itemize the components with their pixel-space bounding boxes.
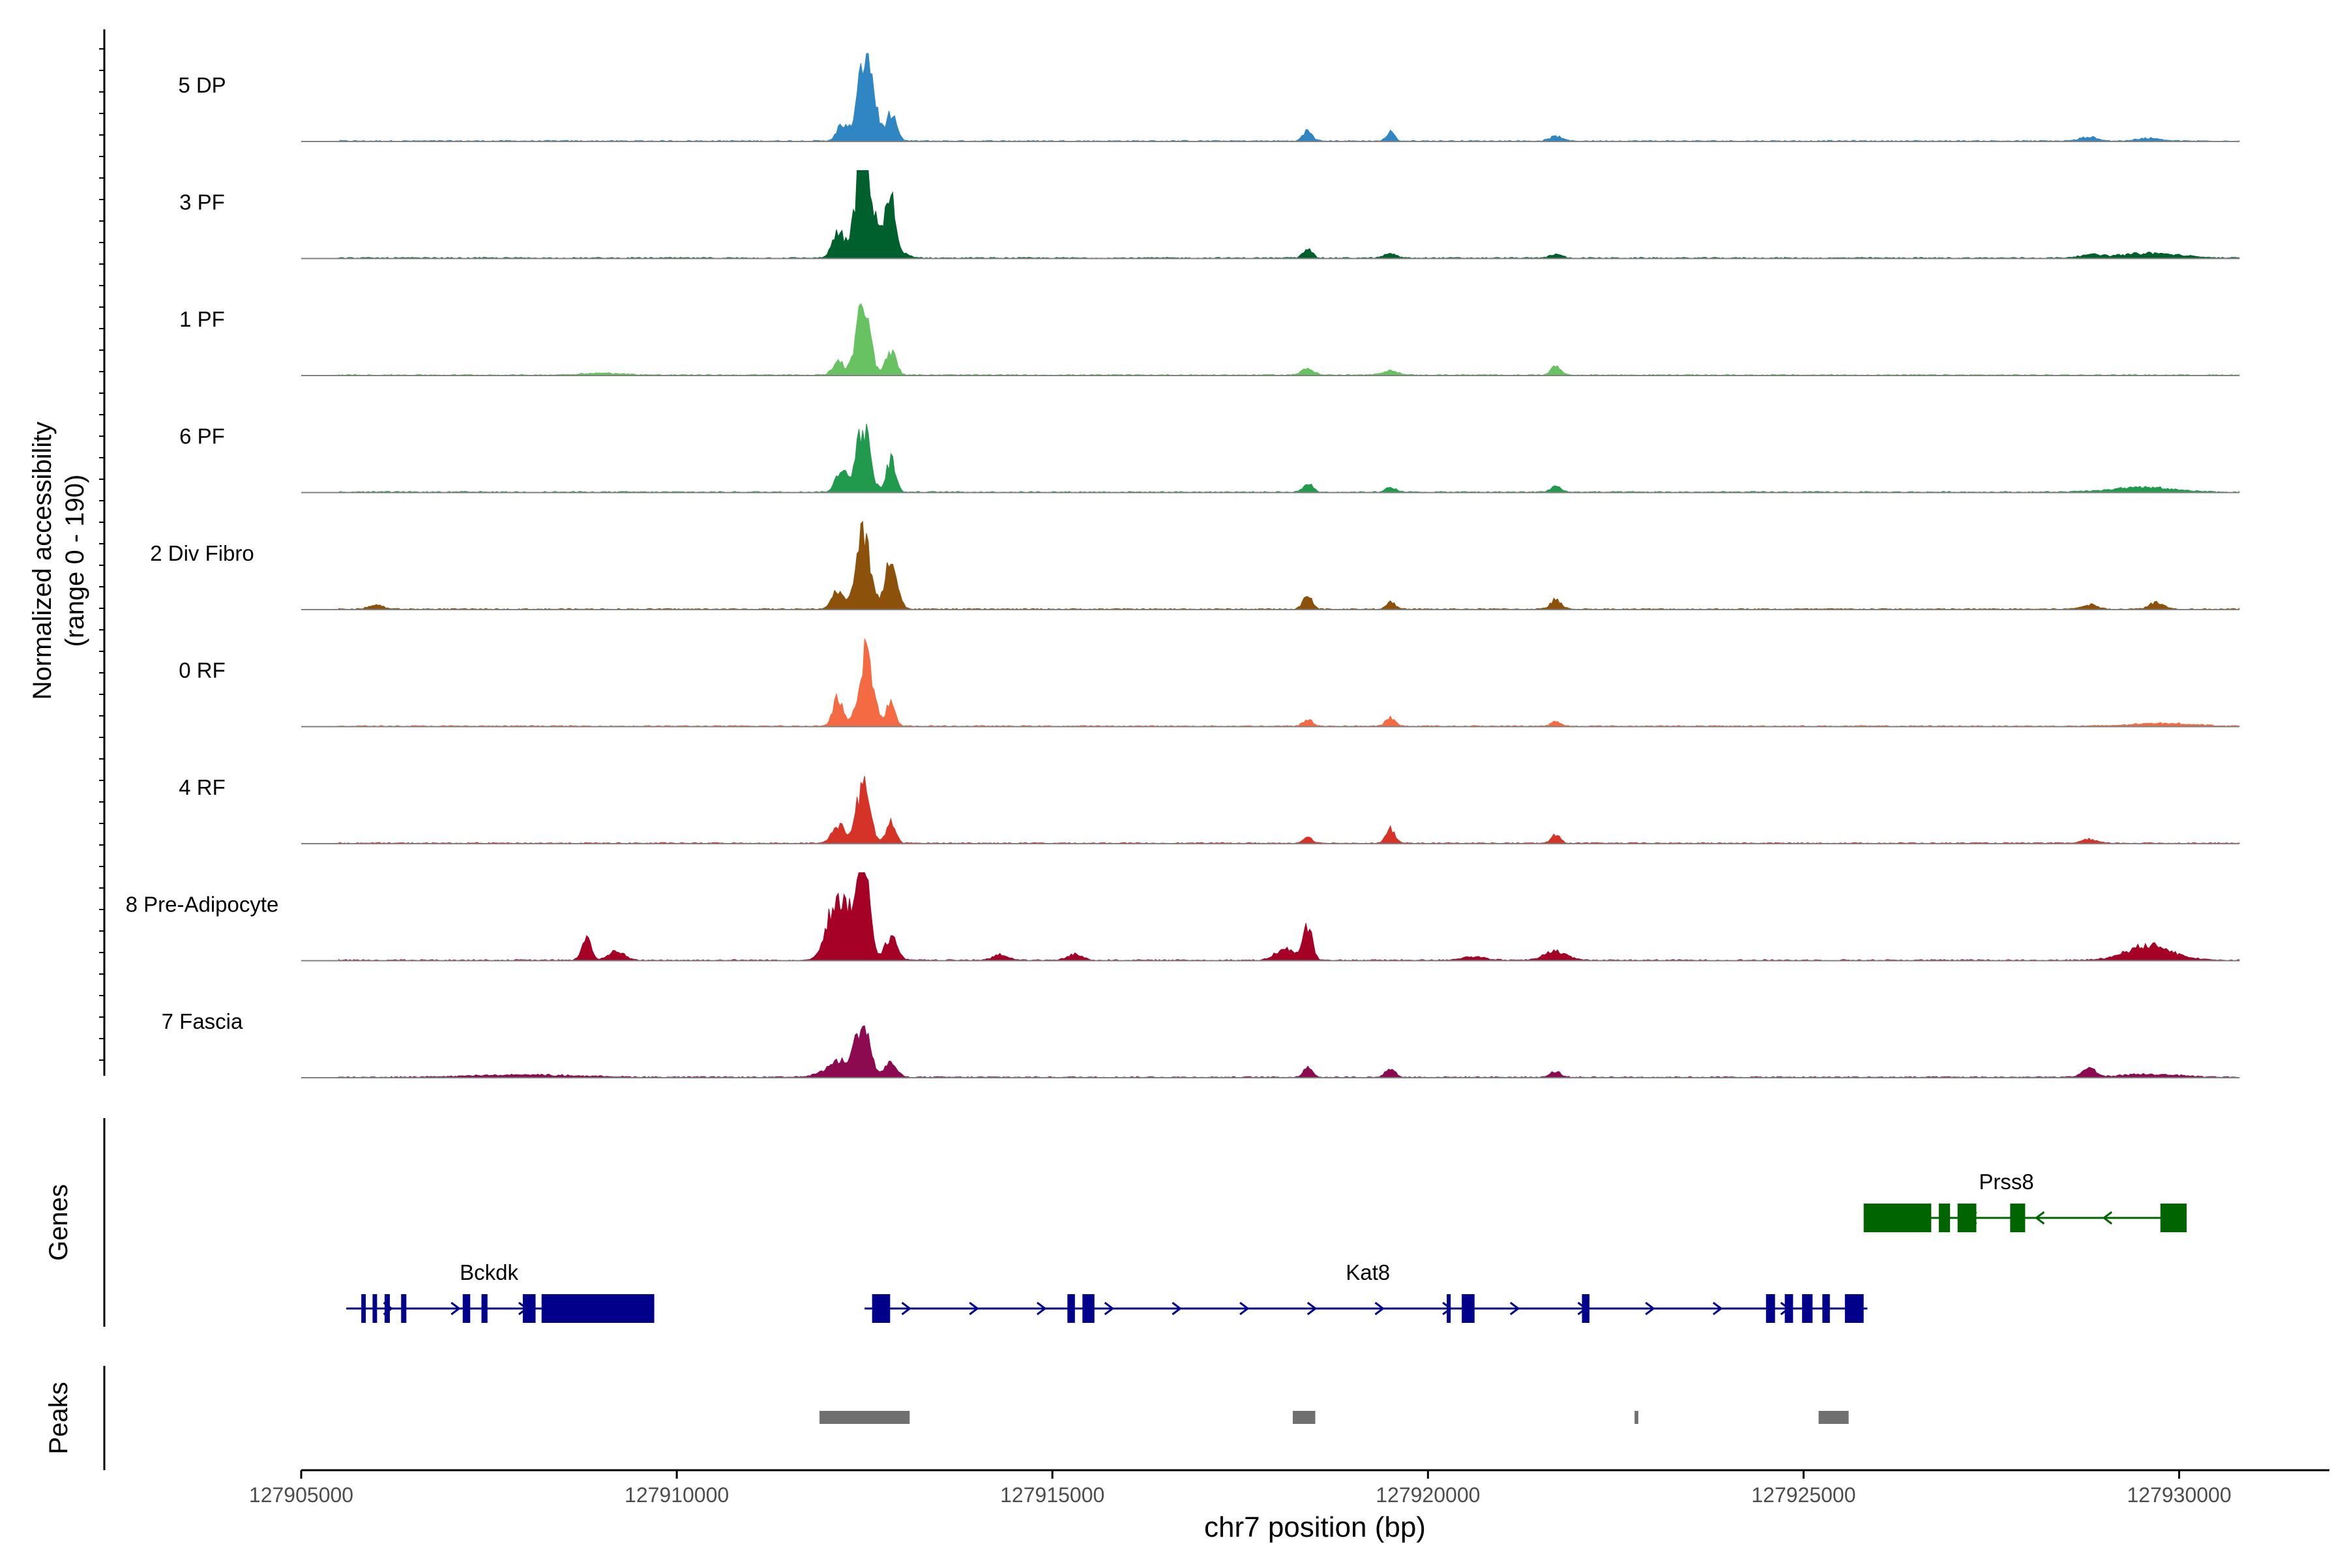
coverage-tracks: 5 DP 3 PF 1 PF 6 PF 2 Div Fibro 0 RF 4 RF 8 Pre…	[126, 53, 2240, 1078]
gene-exon	[481, 1294, 488, 1323]
gene-exon	[1067, 1294, 1075, 1323]
coverage-area	[338, 776, 2240, 844]
track-4-rf: 4 RF	[179, 775, 2240, 844]
strand-arrow	[901, 1301, 912, 1316]
track-label: 5 DP	[178, 73, 226, 97]
peak-bar	[1634, 1411, 1638, 1424]
gene-exon	[401, 1294, 407, 1323]
gene-bckdk: Bckdk	[346, 1260, 655, 1323]
gene-exon	[372, 1294, 377, 1323]
x-tick-label: 127930000	[2127, 1483, 2231, 1507]
gene-exon	[1462, 1294, 1475, 1323]
gene-models: Bckdk Kat8 Prss8	[346, 1170, 2187, 1323]
gene-exon	[522, 1294, 536, 1323]
gene-exon	[1863, 1204, 1932, 1232]
strand-arrow	[1509, 1301, 1520, 1316]
strand-arrow	[1306, 1301, 1318, 1316]
x-axis: 127905000 127910000 127915000 127920000 1279…	[249, 1469, 2329, 1543]
track-8-pre-adipocyte: 8 Pre-Adipocyte	[126, 872, 2240, 962]
y-axis-ticks	[99, 48, 104, 1061]
strand-arrow	[1037, 1301, 1047, 1316]
gene-exon	[872, 1294, 891, 1323]
strand-arrow	[1645, 1301, 1655, 1316]
track-label: 7 Fascia	[162, 1009, 243, 1033]
x-tick-label: 127925000	[1751, 1483, 1855, 1507]
coverage-area	[338, 170, 2240, 259]
track-7-fascia: 7 Fascia	[162, 1009, 2240, 1078]
track-label: 4 RF	[179, 775, 226, 799]
track-label: 2 Div Fibro	[150, 541, 254, 565]
gene-exon	[541, 1294, 655, 1323]
strand-arrow	[450, 1301, 461, 1316]
x-axis-ticks: 127905000 127910000 127915000 127920000 1279…	[249, 1470, 2232, 1507]
coverage-area	[338, 303, 2240, 376]
gene-exon	[2160, 1204, 2187, 1232]
x-tick-label: 127905000	[249, 1483, 353, 1507]
peaks-panel-label: Peaks	[44, 1382, 73, 1454]
track-0-rf: 0 RF	[179, 638, 2240, 728]
gene-exon	[361, 1294, 366, 1323]
x-tick-label: 127910000	[625, 1483, 729, 1507]
peaks-panel: Peaks	[44, 1366, 1849, 1470]
x-tick-label: 127920000	[1376, 1483, 1480, 1507]
coverage-area	[338, 520, 2240, 610]
track-label: 8 Pre-Adipocyte	[126, 893, 279, 917]
gene-exon	[1447, 1294, 1451, 1323]
gene-label: Bckdk	[460, 1260, 518, 1284]
peak-bar	[1818, 1411, 1849, 1424]
strand-arrow	[2102, 1211, 2112, 1225]
y-axis: Normalized accessibility (range 0 - 190)	[28, 29, 106, 1076]
track-3-pf: 3 PF	[179, 170, 2240, 259]
x-axis-title: chr7 position (bp)	[1204, 1511, 1426, 1543]
peak-bars	[819, 1411, 1849, 1424]
strand-arrow	[1374, 1301, 1385, 1316]
y-axis-label-line2: (range 0 - 190)	[61, 475, 89, 647]
peak-bar	[819, 1411, 910, 1424]
strand-arrow	[1239, 1301, 1250, 1316]
y-axis-label-line1: Normalized accessibility	[28, 422, 57, 700]
strand-arrow	[969, 1301, 979, 1316]
gene-exon	[1938, 1204, 1951, 1232]
track-label: 3 PF	[179, 190, 225, 214]
gene-exon	[1822, 1294, 1830, 1323]
strand-arrow	[1172, 1301, 1182, 1316]
x-tick-label: 127915000	[1000, 1483, 1104, 1507]
track-label: 6 PF	[179, 424, 225, 449]
coverage-area	[338, 638, 2240, 728]
strand-arrow	[1442, 1301, 1453, 1316]
track-label: 1 PF	[179, 307, 225, 331]
coverage-area	[338, 53, 2240, 142]
strand-arrow	[1713, 1301, 1723, 1316]
coverage-area	[338, 872, 2240, 962]
gene-prss8: Prss8	[1863, 1170, 2187, 1232]
track-1-pf: 1 PF	[179, 303, 2240, 376]
gene-kat8: Kat8	[864, 1260, 1868, 1323]
gene-exon	[462, 1294, 471, 1323]
genes-panel: Genes Bckdk Kat8 Prss8	[44, 1118, 2187, 1327]
gene-exon	[1957, 1204, 1977, 1232]
coverage-area	[338, 423, 2240, 494]
strand-arrow	[2034, 1211, 2045, 1225]
gene-exon	[1802, 1294, 1813, 1323]
genes-panel-label: Genes	[44, 1184, 73, 1261]
gene-label: Kat8	[1346, 1260, 1390, 1284]
gene-exon	[2010, 1204, 2026, 1232]
gene-exon	[1844, 1294, 1864, 1323]
peak-bar	[1292, 1411, 1316, 1424]
gene-exon	[1082, 1294, 1095, 1323]
gene-exon	[1582, 1294, 1590, 1323]
track-label: 0 RF	[179, 658, 226, 683]
strand-arrow	[1104, 1301, 1115, 1316]
gene-exon	[1765, 1294, 1775, 1323]
gene-exon	[384, 1294, 390, 1323]
gene-label: Prss8	[1979, 1170, 2033, 1194]
coverage-area	[338, 1025, 2240, 1078]
track-2-div-fibro: 2 Div Fibro	[150, 520, 2240, 610]
track-5-dp: 5 DP	[178, 53, 2240, 142]
gene-exon	[1784, 1294, 1793, 1323]
track-6-pf: 6 PF	[179, 423, 2240, 494]
